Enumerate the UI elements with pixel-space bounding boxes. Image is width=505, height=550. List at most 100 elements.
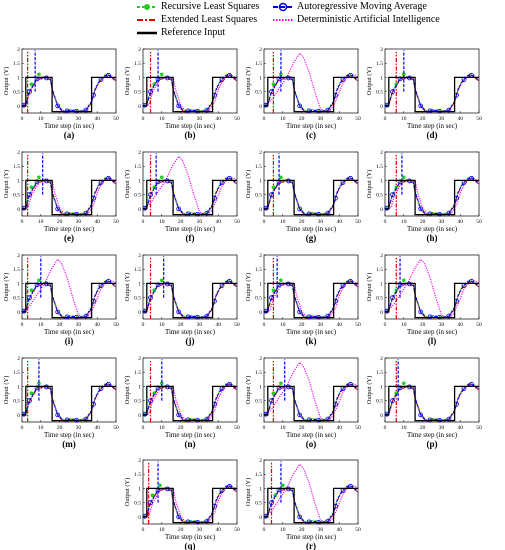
y-tick-label: 0.5 bbox=[134, 193, 141, 199]
series-reference-line bbox=[22, 76, 116, 113]
legend-label-ref: Reference Input bbox=[161, 27, 226, 38]
series-reference-line bbox=[264, 487, 358, 524]
x-tick-label: 30 bbox=[197, 116, 203, 122]
series-arma-marker bbox=[306, 211, 312, 217]
x-axis-label: Time step (in sec) bbox=[165, 225, 216, 233]
x-axis-label: Time step (in sec) bbox=[286, 431, 337, 439]
y-tick-label: 2 bbox=[380, 356, 383, 362]
y-tick-label: 0.5 bbox=[376, 193, 383, 199]
x-tick-label: 20 bbox=[57, 219, 63, 225]
series-reference-line bbox=[264, 385, 358, 422]
x-tick-label: 50 bbox=[113, 219, 119, 225]
x-tick-label: 10 bbox=[280, 322, 286, 328]
series-rls-marker bbox=[394, 185, 399, 189]
y-tick-label: 2 bbox=[259, 458, 262, 464]
x-tick-label: 0 bbox=[142, 116, 145, 122]
series-rls-marker bbox=[37, 381, 41, 386]
series-rls-line bbox=[384, 279, 480, 318]
series-rls-marker bbox=[281, 483, 285, 488]
x-tick-label: 10 bbox=[38, 322, 44, 328]
x-axis-label: Time step (in sec) bbox=[286, 122, 337, 130]
y-axis-label: Output (Y) bbox=[124, 170, 131, 199]
x-axis-label: Time step (in sec) bbox=[286, 328, 337, 336]
series-arma-marker bbox=[390, 295, 395, 301]
series-arma-marker bbox=[27, 398, 32, 404]
y-tick-label: 0 bbox=[138, 515, 141, 521]
y-tick-label: 0.5 bbox=[255, 501, 262, 507]
panel-label: (f) bbox=[186, 233, 195, 243]
y-tick-label: 0 bbox=[138, 413, 141, 419]
series-rls-marker bbox=[150, 493, 155, 498]
y-tick-label: 1 bbox=[17, 281, 20, 287]
x-tick-label: 0 bbox=[263, 322, 266, 328]
series-arma-marker bbox=[418, 412, 424, 418]
x-tick-label: 10 bbox=[401, 322, 407, 328]
x-tick-label: 0 bbox=[384, 425, 387, 431]
series-rls-marker bbox=[402, 381, 406, 386]
y-tick-label: 1 bbox=[138, 75, 141, 81]
legend-item-arma: Autoregressive Moving Average bbox=[272, 1, 427, 13]
series-arma-marker bbox=[176, 206, 182, 212]
axes-box bbox=[21, 254, 117, 320]
legend-label-els: Extended Least Squares bbox=[161, 14, 258, 25]
series-arma-marker bbox=[64, 211, 70, 217]
y-tick-label: 0 bbox=[138, 104, 141, 110]
y-tick-label: 0.5 bbox=[376, 90, 383, 96]
series-rls-marker bbox=[279, 381, 283, 386]
y-tick-label: 1.5 bbox=[255, 267, 262, 273]
series-arma-marker bbox=[306, 314, 312, 320]
series-rls-line bbox=[263, 484, 359, 523]
series-rls-marker bbox=[160, 175, 164, 180]
x-tick-label: 0 bbox=[263, 527, 266, 533]
series-arma-marker bbox=[269, 500, 274, 506]
x-tick-label: 40 bbox=[94, 116, 100, 122]
x-tick-label: 10 bbox=[280, 527, 286, 533]
series-rls-marker bbox=[160, 72, 164, 77]
series-reference-line bbox=[22, 282, 116, 319]
y-tick-label: 0 bbox=[138, 207, 141, 213]
series-arma-marker bbox=[185, 314, 191, 320]
y-tick-label: 2 bbox=[17, 47, 20, 53]
series-dai-line bbox=[263, 463, 359, 524]
series-rls-marker bbox=[29, 185, 34, 189]
legend: Recursive Least Squares Autoregressive M… bbox=[122, 0, 505, 40]
legend-item-dai: Deterministic Artificial Intelligence bbox=[272, 14, 440, 26]
y-tick-label: 2 bbox=[259, 47, 262, 53]
series-reference-line bbox=[385, 282, 479, 319]
x-tick-label: 50 bbox=[113, 322, 119, 328]
x-tick-label: 10 bbox=[38, 219, 44, 225]
series-rls-marker bbox=[152, 391, 157, 396]
y-tick-label: 0 bbox=[259, 515, 262, 521]
x-tick-label: 50 bbox=[355, 425, 361, 431]
y-axis-label: Output (Y) bbox=[366, 170, 373, 199]
x-tick-label: 10 bbox=[159, 425, 165, 431]
axes-box bbox=[263, 357, 359, 423]
y-tick-label: 0 bbox=[138, 310, 141, 316]
y-axis-label: Output (Y) bbox=[366, 67, 373, 96]
x-tick-label: 20 bbox=[420, 219, 426, 225]
y-tick-label: 1.5 bbox=[13, 164, 20, 170]
x-tick-label: 20 bbox=[420, 425, 426, 431]
legend-item-rls: Recursive Least Squares bbox=[136, 1, 259, 13]
series-arma-marker bbox=[148, 192, 153, 198]
x-tick-label: 0 bbox=[263, 219, 266, 225]
y-axis-label: Output (Y) bbox=[3, 67, 10, 96]
series-rls-marker bbox=[394, 82, 399, 86]
x-tick-label: 40 bbox=[94, 425, 100, 431]
x-axis-label: Time step (in sec) bbox=[407, 328, 458, 336]
y-tick-label: 1.5 bbox=[134, 61, 141, 67]
x-axis-label: Time step (in sec) bbox=[44, 225, 95, 233]
series-reference-line bbox=[264, 282, 358, 319]
panel-label: (o) bbox=[306, 439, 317, 449]
y-tick-label: 0.5 bbox=[134, 90, 141, 96]
x-tick-label: 20 bbox=[299, 322, 305, 328]
y-tick-label: 1 bbox=[17, 75, 20, 81]
y-axis-label: Output (Y) bbox=[245, 273, 252, 302]
panel-label: (a) bbox=[64, 130, 75, 140]
x-tick-label: 30 bbox=[76, 425, 82, 431]
series-arma-marker bbox=[185, 108, 191, 114]
y-tick-label: 2 bbox=[17, 356, 20, 362]
series-rls-line bbox=[142, 382, 238, 421]
axes-box bbox=[263, 48, 359, 114]
series-arma-marker bbox=[27, 295, 32, 301]
